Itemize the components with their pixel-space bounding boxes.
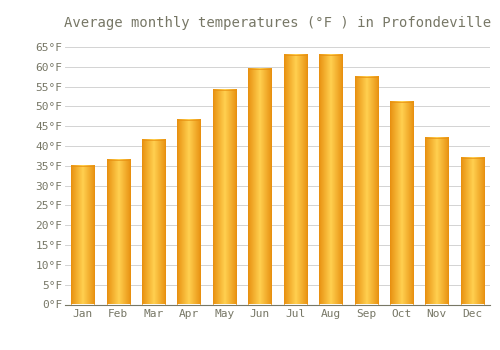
Bar xyxy=(390,102,413,304)
Bar xyxy=(106,160,130,304)
Bar xyxy=(142,140,165,304)
Bar xyxy=(461,158,484,304)
Title: Average monthly temperatures (°F ) in Profondeville: Average monthly temperatures (°F ) in Pr… xyxy=(64,16,491,30)
Bar xyxy=(426,138,448,304)
Bar xyxy=(213,91,236,304)
Bar xyxy=(319,55,342,304)
Bar xyxy=(71,166,94,304)
Bar xyxy=(354,77,378,304)
Bar xyxy=(284,55,306,304)
Bar xyxy=(178,120,201,304)
Bar xyxy=(248,69,272,304)
